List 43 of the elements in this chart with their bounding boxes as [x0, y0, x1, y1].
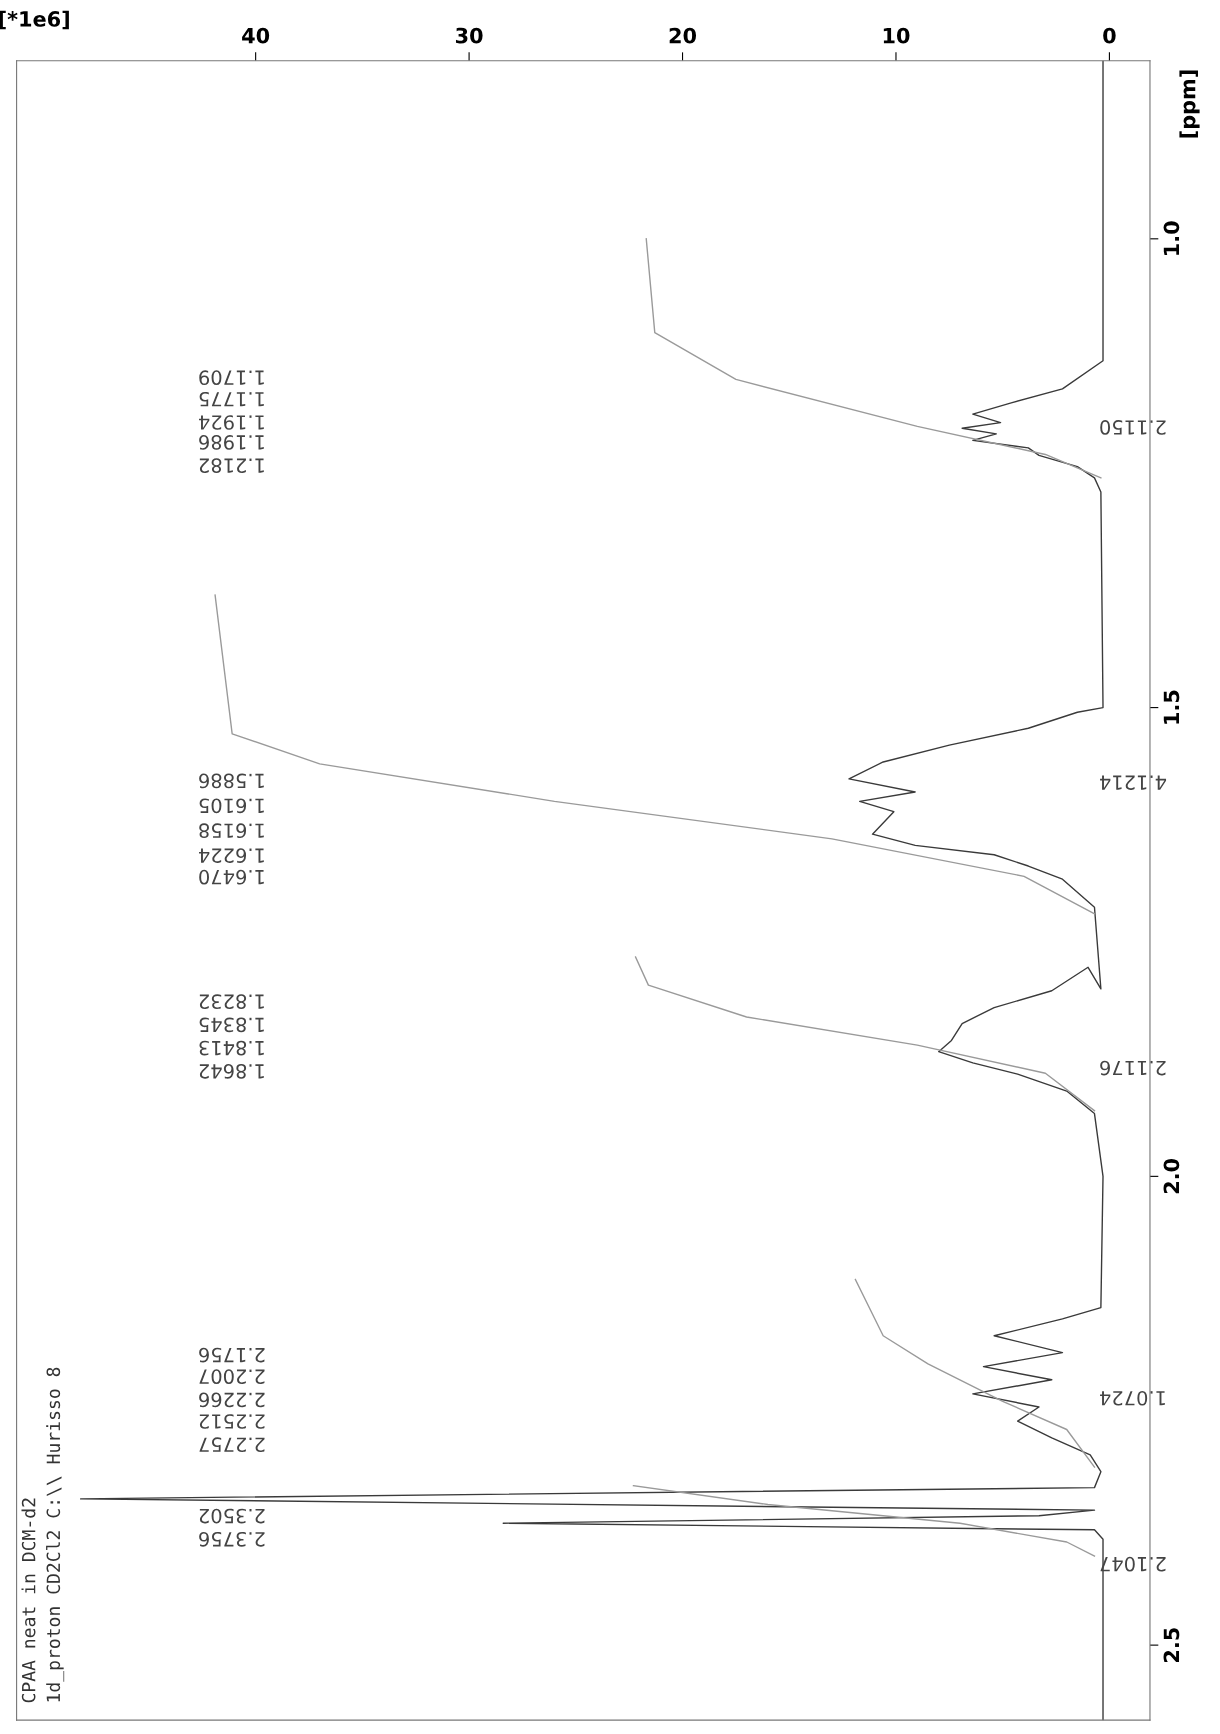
annotation: 2.1047 [1100, 1556, 1166, 1572]
line-series [632, 1485, 1096, 1557]
x-tick-label: 30 [455, 27, 483, 44]
annotation: 1.8413 [199, 1040, 264, 1056]
line-series [645, 238, 1102, 479]
x-tick-label: 10 [883, 27, 910, 44]
annotation: 1.1924 [199, 415, 264, 430]
annotation: 2.2266 [199, 1392, 265, 1408]
annotation: 2.2757 [199, 1437, 265, 1453]
annotation: 2.1150 [1100, 420, 1166, 435]
line-series [854, 1278, 1096, 1468]
x-tick-label: 0 [1103, 27, 1116, 44]
annotation: CPAA neat in DCM-d2 [21, 1498, 36, 1703]
annotation: 2.2512 [199, 1414, 265, 1429]
x-tick-label: 40 [242, 27, 270, 44]
annotation: 4.1214 [1100, 775, 1167, 790]
annotation: 1d_proton CD2Cl2 C:\\ Hurisso 8 [46, 1367, 65, 1702]
annotation: 1.6158 [199, 823, 264, 839]
annotation: 2.3502 [199, 1508, 265, 1524]
annotation: 2.2007 [199, 1369, 265, 1385]
annotation: 1.1709 [199, 370, 264, 386]
annotation: 1.8642 [199, 1063, 264, 1079]
y-tick-label: 1.5 [1163, 690, 1180, 724]
y-tick-label: 2.0 [1163, 1158, 1180, 1194]
x-tick-label: 20 [669, 27, 697, 44]
annotation: 1.6470 [199, 869, 264, 885]
line-series [634, 956, 1096, 1112]
annotation: 1.6105 [199, 798, 264, 814]
annotation: 1.5886 [199, 773, 264, 789]
annotation: 1.1775 [199, 391, 264, 407]
annotation: 1.1986 [199, 435, 264, 450]
annotation: 2.1176 [1100, 1060, 1166, 1076]
annotation: 2.1756 [199, 1347, 265, 1363]
annotation: 1.8232 [199, 994, 264, 1009]
y-tick-label: 1.0 [1163, 221, 1180, 255]
annotation: 1.0724 [1100, 1390, 1165, 1406]
annotation: 2.3756 [199, 1531, 265, 1547]
y-tick-label: 2.5 [1163, 1628, 1180, 1662]
y-axis-title: [ppm] [1179, 70, 1200, 138]
annotation: 1.6224 [199, 848, 264, 863]
annotation: 1.2182 [199, 458, 264, 473]
x-axis-title: [*1e6] [0, 10, 69, 30]
annotation: 1.8345 [199, 1017, 264, 1033]
